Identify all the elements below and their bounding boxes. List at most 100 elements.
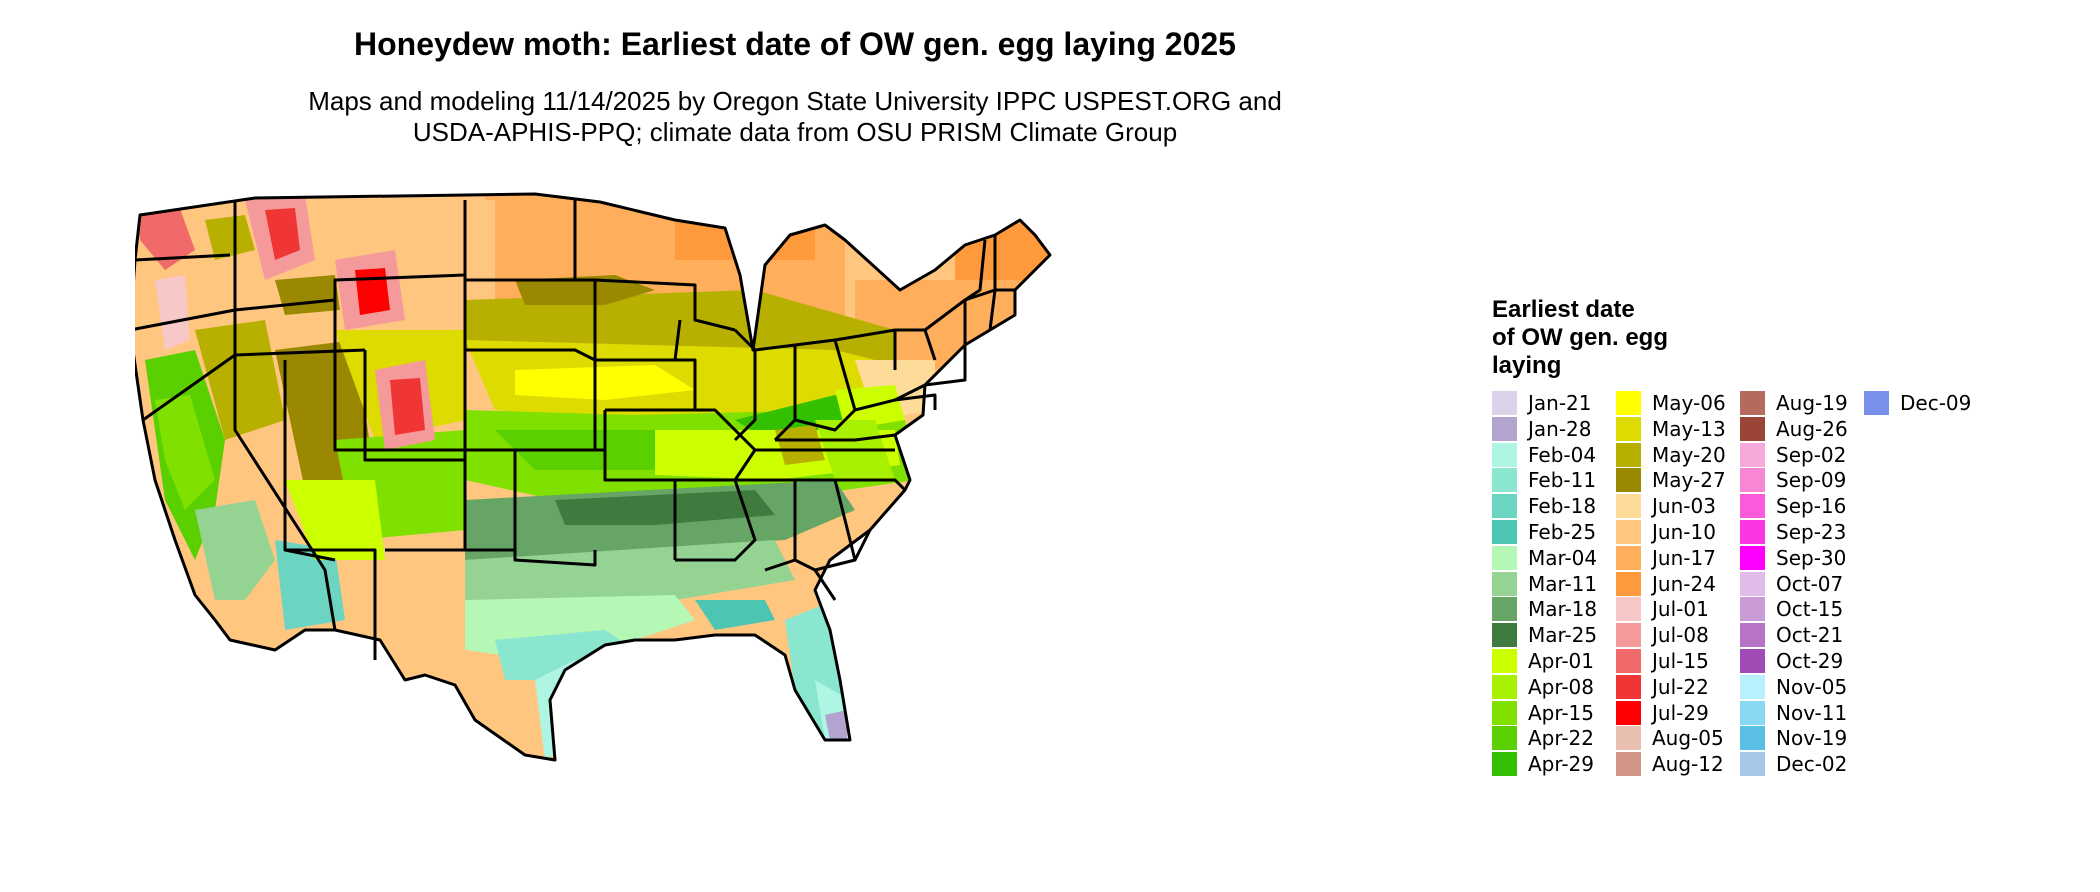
legend-item: Feb-25 — [1492, 519, 1596, 545]
legend-label: Mar-11 — [1528, 571, 1598, 596]
legend-swatch — [1616, 494, 1641, 519]
legend-label: Mar-04 — [1528, 545, 1598, 570]
legend-item: Oct-29 — [1740, 648, 1843, 674]
legend-swatch — [1616, 674, 1641, 699]
legend-item: Oct-15 — [1740, 596, 1843, 622]
legend-item: Apr-01 — [1492, 648, 1594, 674]
legend-label: Apr-22 — [1528, 726, 1594, 751]
legend-swatch — [1740, 416, 1765, 441]
legend-item: Jun-24 — [1616, 571, 1716, 597]
legend-item: Oct-07 — [1740, 571, 1843, 597]
legend-item: Jan-21 — [1492, 390, 1592, 416]
legend-item: Mar-25 — [1492, 622, 1597, 648]
legend-item: Jun-10 — [1616, 519, 1716, 545]
legend-swatch — [1492, 416, 1517, 441]
figure-title: Honeydew moth: Earliest date of OW gen. … — [354, 26, 1236, 62]
legend-label: Oct-21 — [1776, 623, 1844, 648]
legend-label: Sep-02 — [1776, 442, 1847, 467]
legend-label: Nov-19 — [1776, 726, 1848, 751]
legend-label: Jul-01 — [1652, 597, 1709, 622]
legend-swatch — [1492, 726, 1517, 751]
legend-swatch — [1492, 442, 1517, 467]
legend-item: Jan-28 — [1492, 416, 1592, 442]
legend-swatch — [1740, 649, 1765, 673]
legend-swatch — [1492, 571, 1517, 596]
legend-item: Jul-15 — [1616, 648, 1709, 674]
legend-item: Feb-11 — [1492, 467, 1596, 493]
legend-label: May-13 — [1652, 416, 1726, 441]
legend-swatch — [1616, 623, 1641, 648]
legend-swatch — [1740, 494, 1765, 519]
legend-swatch — [1740, 623, 1765, 648]
legend-item: Mar-18 — [1492, 596, 1597, 622]
legend-label: Jun-17 — [1652, 545, 1716, 570]
legend-swatch — [1492, 597, 1517, 622]
legend-item: Mar-11 — [1492, 571, 1597, 597]
legend-swatch — [1740, 545, 1765, 570]
legend-item: Aug-05 — [1616, 725, 1724, 751]
legend-swatch — [1492, 520, 1517, 544]
legend-label: Jul-29 — [1652, 700, 1709, 725]
figure-subtitle-line-1: Maps and modeling 11/14/2025 by Oregon S… — [308, 86, 1282, 116]
legend-swatch — [1740, 597, 1765, 622]
legend-label: Jun-10 — [1652, 520, 1716, 544]
legend-label: Sep-09 — [1776, 468, 1847, 493]
legend-label: Oct-15 — [1776, 597, 1844, 622]
legend-label: Sep-30 — [1776, 545, 1847, 570]
legend-label: Aug-12 — [1652, 752, 1724, 777]
legend-swatch — [1492, 468, 1517, 493]
legend-item: Jun-03 — [1616, 493, 1716, 519]
legend-swatch — [1492, 494, 1517, 519]
legend-swatch — [1864, 391, 1889, 415]
legend-item: May-27 — [1616, 467, 1726, 493]
legend-label: Jul-15 — [1652, 649, 1709, 673]
figure-subtitle-line-2: USDA-APHIS-PPQ; climate data from OSU PR… — [412, 117, 1178, 147]
legend-item: Apr-29 — [1492, 751, 1594, 777]
legend-label: Jul-08 — [1652, 623, 1709, 648]
legend-item: Sep-09 — [1740, 467, 1846, 493]
legend-title-line-2: of OW gen. egg — [1492, 324, 1668, 351]
legend-item: Apr-08 — [1492, 674, 1594, 700]
legend-title-line-1: Earliest date — [1492, 296, 1635, 323]
legend-item: Jun-17 — [1616, 545, 1716, 571]
legend-label: Dec-09 — [1900, 391, 1972, 415]
legend-swatch — [1616, 752, 1641, 777]
legend-label: Apr-15 — [1528, 700, 1594, 725]
legend-item: Apr-22 — [1492, 725, 1594, 751]
legend-item: Dec-02 — [1740, 751, 1847, 777]
legend-item: Jul-22 — [1616, 674, 1709, 700]
legend-swatch — [1740, 391, 1765, 415]
legend-swatch — [1740, 520, 1765, 544]
legend-label: Apr-29 — [1528, 752, 1594, 777]
legend-item: Jul-08 — [1616, 622, 1709, 648]
legend-label: Mar-25 — [1528, 623, 1598, 648]
legend-label: Jul-22 — [1652, 674, 1709, 699]
legend-item: Sep-02 — [1740, 442, 1846, 468]
legend-swatch — [1616, 468, 1641, 493]
legend-label: Oct-07 — [1776, 571, 1844, 596]
legend-label: Feb-11 — [1528, 468, 1597, 493]
legend-swatch — [1616, 442, 1641, 467]
legend-label: Apr-01 — [1528, 649, 1594, 673]
legend-label: Dec-02 — [1776, 752, 1848, 777]
legend-label: Nov-11 — [1776, 700, 1848, 725]
legend-label: Feb-18 — [1528, 494, 1597, 519]
legend-item: Nov-05 — [1740, 674, 1847, 700]
legend-item: May-20 — [1616, 442, 1726, 468]
legend-item: Oct-21 — [1740, 622, 1843, 648]
legend-swatch — [1616, 700, 1641, 725]
legend-label: Aug-05 — [1652, 726, 1724, 751]
legend-label: Sep-23 — [1776, 520, 1847, 544]
legend-swatch — [1616, 726, 1641, 751]
legend-label: Nov-05 — [1776, 674, 1848, 699]
legend-swatch — [1616, 545, 1641, 570]
legend-label: Jun-03 — [1652, 494, 1716, 519]
legend-swatch — [1740, 752, 1765, 777]
legend-swatch — [1492, 752, 1517, 777]
legend-item: Feb-18 — [1492, 493, 1596, 519]
legend-label: Sep-16 — [1776, 494, 1847, 519]
legend-item: Nov-19 — [1740, 725, 1847, 751]
legend-label: Mar-18 — [1528, 597, 1598, 622]
legend-item: Feb-04 — [1492, 442, 1596, 468]
legend-item: Jul-29 — [1616, 700, 1709, 726]
